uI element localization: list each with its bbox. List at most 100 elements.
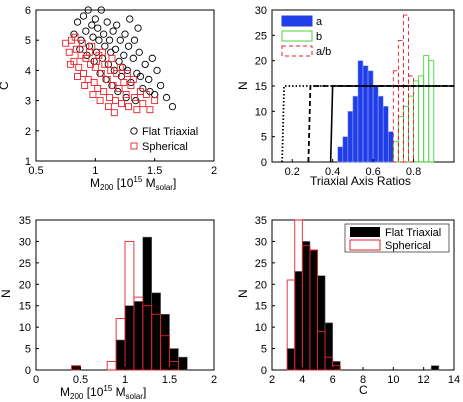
point-spherical <box>74 72 81 80</box>
y-tick-label: 10 <box>255 106 267 118</box>
legend-box <box>344 223 450 253</box>
point-flat-triaxial <box>94 24 102 32</box>
y-tick-label: 5 <box>25 344 31 356</box>
point-flat-triaxial <box>76 45 84 53</box>
x-tick-label: 0.5 <box>73 374 88 386</box>
point-flat-triaxial <box>73 18 82 26</box>
y-tick-label: 20 <box>255 56 267 68</box>
point-flat-triaxial <box>129 54 137 62</box>
point-spherical <box>117 100 125 108</box>
x-tick-label: 1 <box>122 374 128 386</box>
bar-a <box>372 85 379 163</box>
bar-a-b <box>392 70 399 163</box>
point-spherical <box>139 100 147 108</box>
x-tick-label: 1.5 <box>162 374 177 386</box>
bar-flat-triaxial <box>286 348 296 371</box>
point-flat-triaxial <box>134 24 142 32</box>
y-tick-label: 2 <box>25 126 31 138</box>
point-flat-triaxial <box>126 15 134 23</box>
y-axis-label: C <box>0 81 11 90</box>
x-tick-label: 1 <box>92 165 98 177</box>
scatter-marks <box>62 6 177 117</box>
x-tick-labels: 0.5 1 1.5 2 <box>28 158 217 177</box>
bar-a-b <box>408 75 415 163</box>
point-flat-triaxial <box>105 36 114 44</box>
x-tick-label: 0.2 <box>285 166 300 178</box>
point-flat-triaxial <box>79 12 88 20</box>
bar-flat-triaxial <box>178 356 188 371</box>
x-tick-labels: 2 4 6 8 10 12 14 <box>269 367 460 386</box>
x-tick-label: 0.8 <box>406 166 421 178</box>
y-tick-label: 15 <box>255 301 267 313</box>
bar-a <box>367 70 374 163</box>
y-tick-label: 5 <box>261 132 267 144</box>
x-tick-labels: 0.2 0.4 0.6 0.8 <box>285 159 421 178</box>
point-spherical <box>71 33 79 41</box>
bar-b <box>418 75 425 163</box>
bar-flat-triaxial <box>160 313 170 371</box>
point-spherical <box>120 79 128 86</box>
point-flat-triaxial <box>113 21 121 29</box>
bar-flat-triaxial <box>115 339 126 371</box>
cumulative-line-solid <box>329 85 454 163</box>
bar-flat-triaxial <box>317 275 326 371</box>
x-tick-label: 10 <box>387 374 399 386</box>
bar-a <box>377 95 384 163</box>
legend-label-spherical: Spherical <box>142 141 188 153</box>
point-flat-triaxial <box>153 66 161 75</box>
point-flat-triaxial <box>130 36 139 44</box>
point-flat-triaxial <box>85 42 94 50</box>
legend-marker-flat-triaxial <box>130 127 138 135</box>
y-tick-labels: 0 5 10 15 20 25 30 35 <box>19 215 39 377</box>
legend: Flat Triaxial Spherical <box>344 223 450 253</box>
point-spherical <box>115 85 123 92</box>
point-flat-triaxial <box>145 75 153 84</box>
point-flat-triaxial <box>168 102 177 111</box>
x-tick-label: 4 <box>299 374 305 386</box>
point-spherical <box>112 97 119 105</box>
bar-flat-triaxial <box>151 292 161 371</box>
point-spherical <box>66 60 74 68</box>
point-spherical <box>80 69 87 77</box>
bar-a <box>347 111 354 163</box>
legend-swatch-spherical <box>349 239 381 251</box>
bar-b <box>408 95 415 163</box>
point-spherical <box>151 97 159 105</box>
x-tick-labels: 0 0.5 1 1.5 2 <box>33 367 217 386</box>
point-spherical <box>90 79 98 86</box>
point-spherical <box>89 91 97 99</box>
x-tick-label: 2 <box>211 165 217 177</box>
point-spherical <box>84 76 92 83</box>
point-flat-triaxial <box>89 33 97 41</box>
y-tick-label: 5 <box>261 344 267 356</box>
legend: Flat Triaxial Spherical <box>130 126 198 153</box>
point-spherical <box>82 54 90 62</box>
y-tick-label: 35 <box>255 215 267 227</box>
point-flat-triaxial <box>115 57 123 65</box>
point-flat-triaxial <box>116 36 124 44</box>
point-flat-triaxial <box>88 21 96 29</box>
legend-label-b: b <box>316 31 322 43</box>
y-tick-label: 25 <box>255 258 267 270</box>
point-flat-triaxial <box>111 45 120 53</box>
y-tick-label: 10 <box>19 322 31 334</box>
y-tick-label: 5 <box>25 35 31 47</box>
y-tick-label: 20 <box>19 279 31 291</box>
x-tick-label: 0.6 <box>365 166 380 178</box>
plot-frame <box>35 9 215 162</box>
point-spherical <box>125 103 133 111</box>
x-tick-label: 0 <box>33 374 39 386</box>
point-spherical <box>100 88 108 95</box>
point-flat-triaxial <box>135 48 143 56</box>
y-tick-label: 1 <box>25 156 31 168</box>
x-axis-label: Triaxial Axis Ratios <box>310 174 411 188</box>
point-flat-triaxial <box>101 42 109 50</box>
point-flat-triaxial <box>162 93 171 102</box>
point-spherical <box>81 82 89 89</box>
y-tick-label: 25 <box>255 30 267 42</box>
x-tick-label: 2 <box>269 374 275 386</box>
y-tick-label: 20 <box>255 279 267 291</box>
point-spherical <box>123 69 131 77</box>
point-flat-triaxial <box>141 60 149 69</box>
